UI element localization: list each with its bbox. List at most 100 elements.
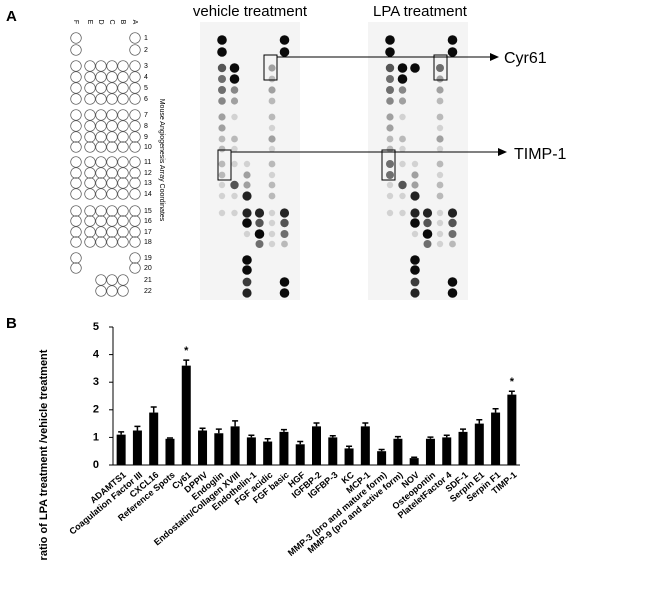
blot-spot	[279, 288, 290, 298]
y-tick-label: 4	[93, 349, 100, 361]
array-spot-outline	[106, 177, 118, 189]
blot-spot	[399, 160, 406, 168]
array-spot-outline	[117, 274, 129, 286]
blot-spot	[268, 160, 276, 168]
array-spot-outline	[84, 156, 96, 168]
blot-spot	[268, 240, 276, 248]
blot-spot	[242, 288, 252, 298]
row-label: 15	[144, 208, 152, 215]
blot-spot	[386, 75, 394, 83]
array-spot-outline	[129, 93, 141, 105]
blot-spot	[218, 113, 226, 121]
array-spot-outline	[129, 188, 141, 200]
row-label: 22	[144, 288, 152, 295]
array-spot-outline	[95, 205, 107, 217]
blot-spot	[231, 209, 238, 217]
array-spot-outline	[129, 226, 141, 238]
blot-spot	[436, 86, 444, 94]
row-label: 2	[144, 47, 148, 54]
array-spot-outline	[95, 60, 107, 72]
blot-spot	[397, 63, 408, 73]
array-spot-outline	[84, 167, 96, 179]
array-spot-outline	[84, 60, 96, 72]
array-spot-outline	[129, 262, 141, 274]
blot-spot	[410, 277, 420, 287]
blot-spot	[280, 230, 289, 238]
array-spot-outline	[95, 215, 107, 227]
array-spot-outline	[84, 226, 96, 238]
array-spot-outline	[117, 156, 129, 168]
array-spot-outline	[84, 82, 96, 94]
blot-spot	[218, 135, 226, 143]
blot-spot	[449, 240, 456, 248]
error-bar	[378, 448, 385, 452]
blot-spot	[268, 124, 276, 132]
row-label: 1	[144, 35, 148, 42]
array-spot-outline	[70, 177, 82, 189]
error-bar	[460, 428, 467, 432]
blot-spot	[422, 208, 433, 218]
blot-spot	[268, 145, 276, 153]
blot-spot	[436, 230, 444, 238]
bar	[230, 426, 240, 465]
blot-spot	[436, 209, 444, 217]
blot-spot	[411, 171, 419, 179]
arrow-head	[490, 53, 499, 61]
array-spot-outline	[70, 109, 82, 121]
y-tick-label: 3	[93, 376, 99, 388]
array-spot-outline	[70, 32, 82, 44]
array-spot-outline	[117, 188, 129, 200]
error-bar	[329, 434, 336, 438]
blot-spot	[242, 218, 252, 228]
error-bar	[508, 390, 515, 395]
blot-spot	[399, 145, 406, 153]
bar	[442, 437, 452, 465]
array-spot-outline	[117, 71, 129, 83]
bar	[312, 426, 321, 465]
array-spot-outline	[129, 44, 141, 56]
column-label: A	[131, 20, 138, 25]
array-axis-title: Mouse Angiogenesis Array Coordinates	[158, 99, 165, 222]
bar	[214, 433, 224, 465]
blot-spot	[436, 171, 444, 179]
blot-spot	[268, 135, 276, 143]
blot-spot	[231, 113, 238, 121]
error-bar	[215, 428, 222, 434]
blot-spot	[447, 35, 458, 45]
array-spot-outline	[129, 236, 141, 248]
array-spot-outline	[129, 60, 141, 72]
blot-spot	[268, 97, 276, 105]
error-bar	[313, 422, 320, 427]
blot-spot	[268, 171, 276, 179]
blot-spot	[385, 63, 395, 73]
array-spot-outline	[117, 236, 129, 248]
bar	[474, 423, 484, 465]
error-bar	[346, 445, 353, 449]
callout-box	[381, 149, 396, 181]
array-spot-outline	[95, 141, 107, 153]
array-spot-outline	[84, 120, 96, 132]
callout-box	[217, 149, 232, 181]
bar	[295, 444, 305, 465]
bar	[344, 448, 354, 465]
error-bar	[199, 427, 206, 431]
array-spot-outline	[95, 236, 107, 248]
error-bar	[264, 438, 271, 442]
blot-spot	[436, 145, 444, 153]
blot-spot	[218, 145, 226, 153]
blot-spot	[242, 191, 252, 201]
error-bar	[476, 418, 483, 424]
blot-spot	[436, 181, 444, 189]
array-spot-outline	[106, 131, 118, 143]
significance-marker: *	[510, 376, 515, 388]
error-bar	[183, 359, 190, 366]
blot-spot	[436, 192, 444, 200]
blot-image	[200, 22, 300, 300]
blot-spot	[218, 171, 226, 179]
blot-spot	[447, 47, 458, 57]
blot-spot	[411, 181, 419, 189]
blot-spot	[243, 160, 251, 168]
blot-spot	[268, 230, 276, 238]
array-spot-outline	[106, 215, 118, 227]
